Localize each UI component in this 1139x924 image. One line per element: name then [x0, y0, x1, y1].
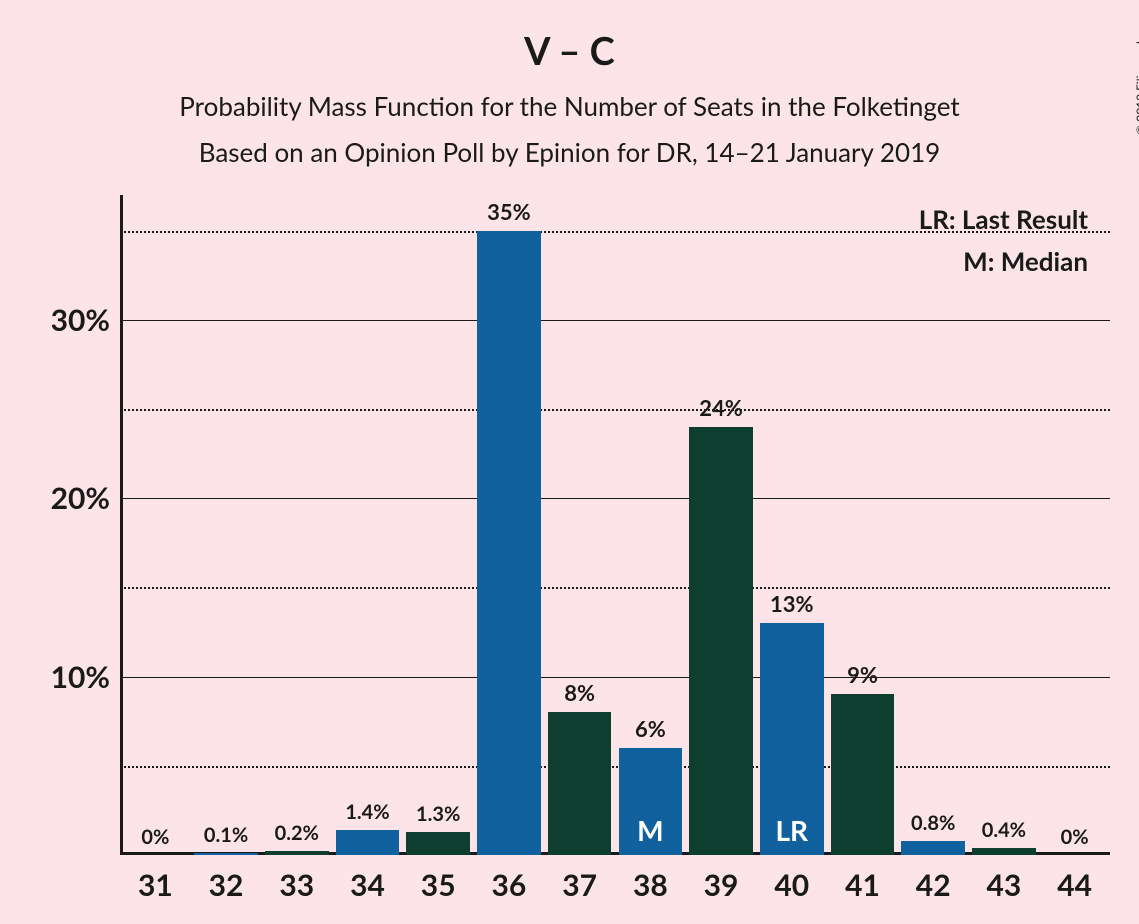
- xtick-label: 41: [845, 855, 880, 903]
- xtick-label: 39: [704, 855, 739, 903]
- bar-value-label: 9%: [847, 661, 878, 694]
- gridline-minor: [120, 766, 1110, 768]
- bar: 1.3%: [406, 832, 470, 855]
- bar-value-label: 0.1%: [204, 823, 248, 853]
- bar-value-label: 24%: [699, 394, 743, 427]
- bar-marker-median: M: [637, 813, 663, 847]
- bar: 6%M: [619, 748, 683, 855]
- bar-value-label: 0%: [1061, 825, 1089, 855]
- xtick-label: 32: [209, 855, 244, 903]
- bar-value-label: 6%: [635, 715, 666, 748]
- bar: 9%: [831, 694, 895, 855]
- chart-subtitle-1: Probability Mass Function for the Number…: [0, 74, 1139, 122]
- credit-text: © 2019 Filip van Laenen: [1133, 6, 1139, 135]
- bar: 0.1%: [194, 853, 258, 855]
- xtick-label: 36: [492, 855, 527, 903]
- xtick-label: 40: [774, 855, 809, 903]
- gridline-major: [120, 677, 1110, 678]
- bar-value-label: 0%: [141, 825, 169, 855]
- gridline-minor: [120, 409, 1110, 411]
- bar: 8%: [548, 712, 612, 855]
- legend-median: M: Median: [963, 245, 1088, 277]
- xtick-label: 33: [279, 855, 314, 903]
- bar-value-label: 0.2%: [275, 821, 319, 851]
- xtick-label: 44: [1057, 855, 1092, 903]
- ytick-label: 10%: [51, 659, 120, 695]
- chart-title: V – C: [0, 0, 1139, 74]
- xtick-label: 34: [350, 855, 385, 903]
- gridline-major: [120, 320, 1110, 321]
- chart-subtitle-2: Based on an Opinion Poll by Epinion for …: [0, 122, 1139, 168]
- gridline-minor: [120, 587, 1110, 589]
- bar: 35%: [477, 231, 541, 855]
- xtick-label: 43: [987, 855, 1022, 903]
- bar-marker-lr: LR: [775, 813, 808, 847]
- bar: 0.4%: [972, 848, 1036, 855]
- bar: 0.8%: [901, 841, 965, 855]
- bar-value-label: 0.8%: [911, 811, 955, 841]
- y-axis: [120, 195, 123, 855]
- ytick-label: 20%: [51, 480, 120, 516]
- xtick-label: 37: [562, 855, 597, 903]
- bar: 0.2%: [265, 851, 329, 855]
- xtick-label: 42: [916, 855, 951, 903]
- chart-plot-area: 10%20%30%31323334353637383940414243440%0…: [120, 195, 1110, 855]
- bar-value-label: 0.4%: [982, 818, 1026, 848]
- bar: 24%: [689, 427, 753, 855]
- bar-value-label: 35%: [487, 198, 531, 231]
- xtick-label: 38: [633, 855, 668, 903]
- gridline-major: [120, 498, 1110, 499]
- bar: 13%LR: [760, 623, 824, 855]
- xtick-label: 35: [421, 855, 456, 903]
- legend-last-result: LR: Last Result: [919, 203, 1088, 235]
- bar-value-label: 1.4%: [345, 800, 389, 830]
- bar: 1.4%: [336, 830, 400, 855]
- ytick-label: 30%: [51, 302, 120, 338]
- bar-value-label: 8%: [564, 679, 595, 712]
- bar-value-label: 1.3%: [416, 802, 460, 832]
- xtick-label: 31: [138, 855, 173, 903]
- bar-value-label: 13%: [770, 590, 814, 623]
